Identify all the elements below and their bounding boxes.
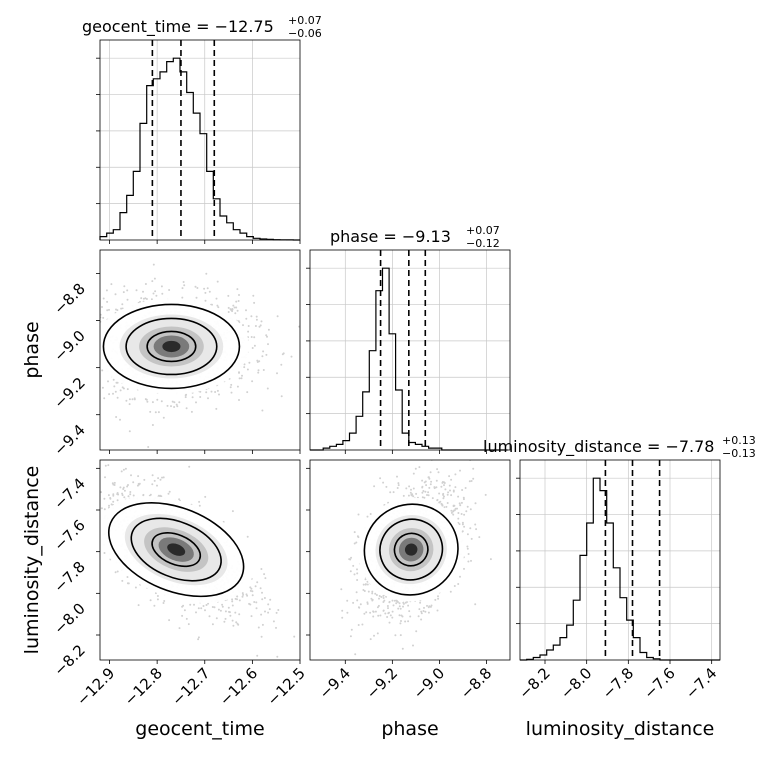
- x-tick-label-luminosity-distance: −7.6: [640, 664, 678, 702]
- y-tick-label-luminosity-distance: −8.2: [50, 641, 88, 679]
- contour-line: [151, 532, 202, 568]
- x-tick-label-phase: −8.8: [457, 664, 495, 702]
- x-axis-label-luminosity-distance: luminosity_distance: [526, 718, 715, 740]
- title-phase-sup: +0.07: [466, 224, 500, 237]
- x-tick-label-geocent-time: −12.9: [73, 664, 118, 709]
- x-tick-label-phase: −9.4: [316, 664, 354, 702]
- title-luminosity-distance-sup: +0.13: [722, 434, 756, 447]
- title-luminosity-distance-sub: −0.13: [722, 447, 756, 460]
- panel-frame-geocent-time-phase: [99, 249, 301, 451]
- x-tick-label-luminosity-distance: −7.8: [599, 664, 637, 702]
- contour-line: [125, 317, 218, 376]
- histogram-step-geocent-time: [99, 57, 300, 241]
- x-tick-label-geocent-time: −12.8: [121, 664, 166, 709]
- y-tick-label-phase: −8.8: [50, 280, 88, 318]
- panel-frame-diag-geocent-time: [99, 39, 301, 241]
- contour-line: [146, 330, 197, 363]
- x-tick-label-luminosity-distance: −8.2: [515, 664, 553, 702]
- y-axis-label-phase: phase: [21, 321, 43, 378]
- scatter-panel-phase-vs-luminosity-distance: [310, 460, 510, 660]
- density-level: [162, 340, 181, 353]
- x-tick-label-luminosity-distance: −8.0: [557, 664, 595, 702]
- x-tick-label-phase: −9.2: [363, 664, 401, 702]
- density-level: [404, 543, 418, 556]
- contour-line: [102, 303, 241, 390]
- histogram-phase: [306, 250, 510, 451]
- x-axis-label-phase: phase: [381, 718, 438, 740]
- histogram-luminosity-distance: [516, 460, 720, 661]
- title-geocent-time-sub: −0.06: [288, 27, 322, 40]
- x-tick-label-phase: −9.0: [410, 664, 448, 702]
- y-tick-label-phase: −9.2: [50, 374, 88, 412]
- title-geocent-time-sup: +0.07: [288, 14, 322, 27]
- x-tick-label-geocent-time: −12.6: [216, 664, 261, 709]
- panel-frame-diag-luminosity-distance: [519, 459, 721, 661]
- y-tick-label-luminosity-distance: −8.0: [50, 599, 88, 637]
- histogram-geocent-time: [96, 40, 300, 241]
- title-geocent-time: geocent_time = −12.75: [82, 17, 274, 37]
- title-phase-sub: −0.12: [466, 237, 500, 250]
- contour-line: [393, 532, 429, 567]
- y-tick-label-luminosity-distance: −7.8: [50, 558, 88, 596]
- contour-line: [130, 517, 222, 582]
- contour-line: [379, 518, 444, 581]
- x-tick-label-luminosity-distance: −7.4: [682, 664, 720, 702]
- panel-frame-phase-luminosity-distance: [309, 459, 511, 661]
- y-tick-label-luminosity-distance: −7.4: [50, 474, 88, 512]
- scatter-panel-geocent-time-vs-luminosity-distance: [100, 460, 300, 660]
- density-level: [167, 543, 186, 556]
- scatter-panel-geocent-time-vs-phase: [100, 250, 300, 450]
- histogram-step-luminosity-distance: [520, 477, 720, 661]
- x-tick-label-geocent-time: −12.5: [264, 664, 309, 709]
- y-tick-label-phase: −9.0: [50, 327, 88, 365]
- title-phase: phase = −9.13: [330, 227, 451, 246]
- y-tick-label-phase: −9.4: [50, 421, 88, 459]
- panel-frame-diag-phase: [309, 249, 511, 451]
- x-tick-label-geocent-time: −12.7: [168, 664, 213, 709]
- y-axis-label-luminosity-distance: luminosity_distance: [21, 466, 43, 655]
- contour-line: [363, 503, 459, 596]
- panel-frame-geocent-time-luminosity-distance: [99, 459, 301, 661]
- y-tick-label-luminosity-distance: −7.6: [50, 516, 88, 554]
- contour-line: [107, 502, 245, 598]
- x-axis-label-geocent-time: geocent_time: [135, 718, 264, 740]
- title-luminosity-distance: luminosity_distance = −7.78: [483, 437, 714, 457]
